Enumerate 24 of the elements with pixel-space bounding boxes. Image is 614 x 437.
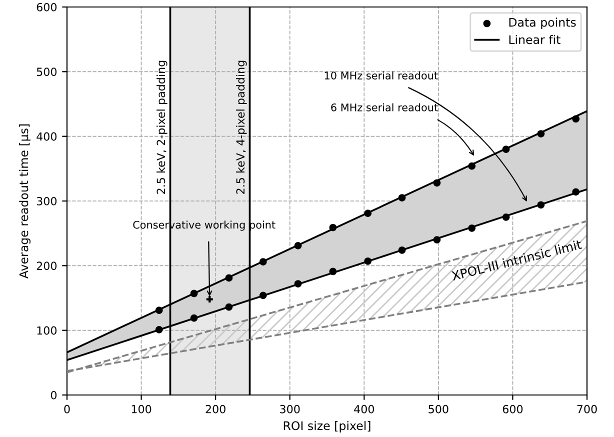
x-axis-title: ROI size [pixel] [284, 421, 370, 432]
y-tick-label: 400 [36, 132, 57, 141]
x-tick-label: 500 [428, 404, 448, 414]
y-tick-label: 200 [36, 262, 57, 270]
x-tick-label: 200 [206, 404, 226, 414]
y-tick-label: 500 [36, 68, 57, 76]
legend-label: Linear fit [509, 34, 560, 44]
x-tick-label: 400 [354, 404, 374, 414]
x-tick-label: 700 [577, 404, 597, 414]
annotation: XPOL-III intrinsic limit [450, 239, 582, 281]
y-tick-label: 600 [36, 2, 57, 12]
y-tick-label: 0 [50, 390, 57, 400]
ref-line-label: 2.5 keV, 2-pixel padding [156, 60, 168, 194]
y-axis-title: Average readout time [μs] [19, 124, 31, 279]
annotation: 10 MHz serial readout [324, 71, 438, 80]
annotation: 6 MHz serial readout [331, 103, 438, 112]
ref-line-label: 2.5 keV, 4-pixel padding [236, 60, 247, 194]
x-tick-label: 100 [132, 404, 152, 414]
x-tick-label: 0 [64, 404, 70, 414]
legend-label: Data points [509, 18, 576, 30]
x-tick-label: 600 [502, 404, 523, 414]
y-tick-label: 100 [37, 326, 57, 335]
x-tick-label: 300 [280, 404, 300, 414]
y-tick-label: 300 [36, 196, 57, 206]
